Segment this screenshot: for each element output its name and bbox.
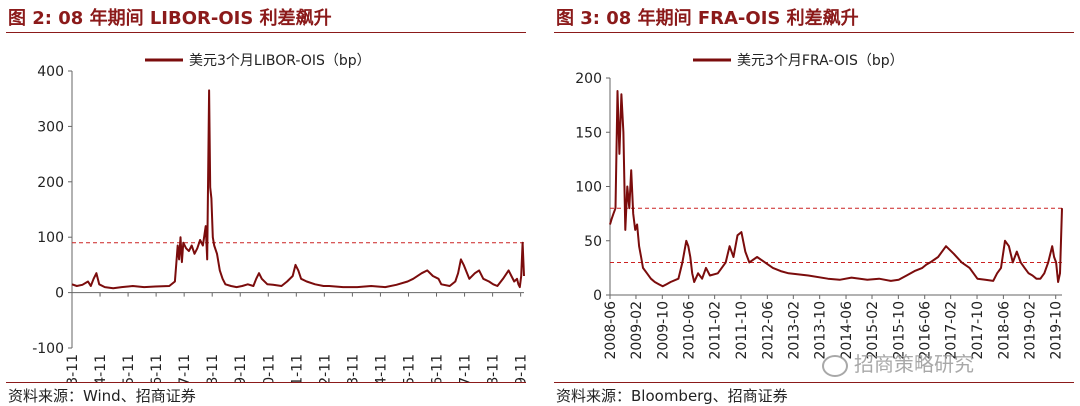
wechat-icon: [822, 354, 848, 377]
title-rule: [6, 32, 526, 33]
x-tick-label: 2014-11: [373, 354, 389, 382]
legend-label: 美元3个月LIBOR-OIS（bp）: [189, 53, 371, 69]
y-tick-label: 100: [575, 180, 602, 196]
x-tick-label: 2008-11: [205, 354, 221, 382]
x-tick-label: 2016-11: [430, 354, 446, 382]
chart-panel-libor-ois: 图 2: 08 年期间 LIBOR-OIS 利差飙升 美元3个月LIBOR-OI…: [0, 0, 530, 406]
x-tick-label: 2016-06: [918, 301, 934, 360]
chart-panel-fra-ois: 图 3: 08 年期间 FRA-OIS 利差飙升 美元3个月FRA-OIS（bp…: [548, 0, 1078, 406]
y-tick-label: 0: [55, 286, 64, 302]
source-rule: [6, 382, 526, 383]
source-note: 资料来源：Bloomberg、招商证券: [556, 387, 788, 405]
y-tick-label: -100: [32, 341, 64, 357]
x-tick-label: 2017-11: [458, 354, 474, 382]
y-tick-label: 0: [593, 288, 602, 304]
libor-ois-chart: 美元3个月LIBOR-OIS（bp） -100 0 100 200 300 400 2003-…: [32, 53, 530, 382]
chart-title: 图 2: 08 年期间 LIBOR-OIS 利差飙升: [8, 8, 332, 29]
x-tick-label: 2019-11: [514, 354, 530, 382]
y-tick-label: 300: [37, 119, 64, 135]
x-tick-label: 2014-06: [839, 301, 855, 360]
x-tick-label: 2004-11: [93, 354, 109, 382]
y-tick-label: 200: [37, 175, 64, 191]
x-tick-label: 2013-02: [786, 301, 802, 360]
y-tick-label: 50: [584, 234, 602, 250]
x-tick-label: 2015-02: [865, 301, 881, 360]
x-tick-label: 2015-11: [401, 354, 417, 382]
x-tick-label: 2012-06: [760, 301, 776, 360]
source-rule: [554, 382, 1074, 383]
y-tick-label: 100: [37, 230, 64, 246]
x-tick-label: 2011-02: [708, 301, 724, 360]
x-tick-label: 2013-10: [813, 301, 829, 360]
x-tick-label: 2012-11: [317, 354, 333, 382]
x-tick-label: 2008-06: [603, 301, 619, 360]
source-note: 资料来源：Wind、招商证券: [8, 387, 196, 405]
watermark: 招商策略研究: [822, 348, 974, 377]
y-tick-label: 150: [575, 125, 602, 141]
title-rule: [554, 32, 1074, 33]
x-tick-label: 2010-06: [682, 301, 698, 360]
x-tick-label: 2017-10: [970, 301, 986, 360]
series-line: [609, 90, 1063, 288]
y-tick-label: 200: [575, 71, 602, 87]
series-line: [71, 89, 525, 290]
x-tick-label: 2005-11: [121, 354, 137, 382]
x-tick-label: 2019-02: [1022, 301, 1038, 360]
x-tick-label: 2011-11: [289, 354, 305, 382]
x-tick-label: 2010-11: [261, 354, 277, 382]
x-tick-label: 2013-11: [345, 354, 361, 382]
x-tick-label: 2011-10: [734, 301, 750, 360]
chart-title: 图 3: 08 年期间 FRA-OIS 利差飙升: [556, 8, 859, 29]
watermark-text: 招商策略研究: [854, 352, 974, 376]
x-tick-label: 2018-06: [996, 301, 1012, 360]
x-tick-label: 2019-10: [1049, 301, 1065, 360]
x-tick-label: 2017-02: [944, 301, 960, 360]
x-tick-label: 2015-10: [891, 301, 907, 360]
x-tick-label: 2009-10: [655, 301, 671, 360]
fra-ois-chart: 美元3个月FRA-OIS（bp） 0 50 100 150 200 2008-06 2009-…: [575, 53, 1065, 360]
x-tick-label: 2018-11: [486, 354, 502, 382]
x-tick-label: 2009-11: [233, 354, 249, 382]
legend-label: 美元3个月FRA-OIS（bp）: [737, 53, 904, 69]
x-tick-label: 2007-11: [177, 354, 193, 382]
y-tick-label: 400: [37, 64, 64, 80]
x-tick-label: 2009-02: [629, 301, 645, 360]
x-tick-label: 2006-11: [149, 354, 165, 382]
